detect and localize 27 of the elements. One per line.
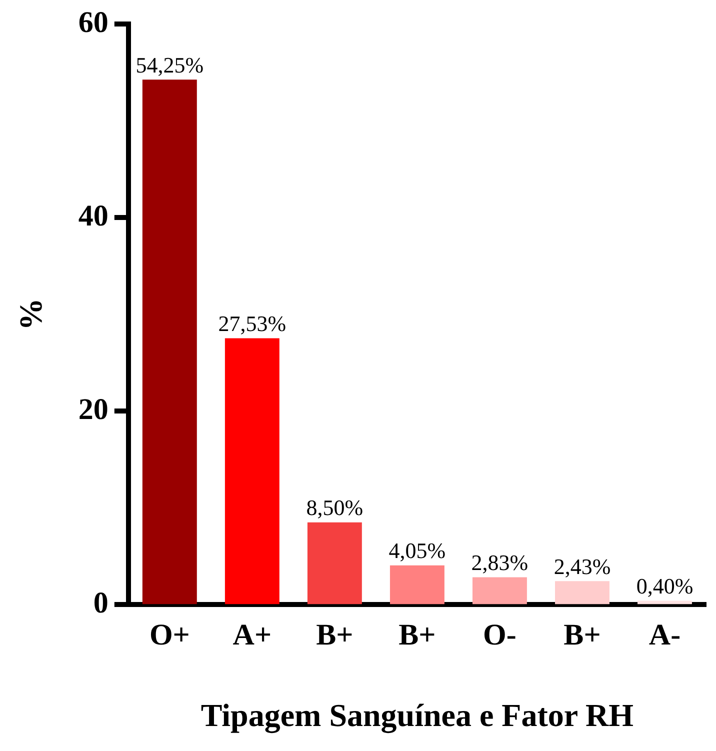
y-tick-label: 40 [78,199,108,232]
data-label: 0,40% [636,574,694,599]
x-tick-label: B+ [316,618,354,652]
bar [555,581,610,604]
y-tick-label: 0 [93,586,108,620]
bar [307,522,362,604]
x-tick-label: O+ [149,618,190,652]
x-tick-label: A- [648,618,681,652]
x-tick-label: A+ [232,618,272,652]
y-tick-label: 60 [78,6,108,39]
data-label: 4,05% [388,538,446,564]
x-tick-label: B+ [398,618,436,652]
bar [390,565,444,604]
x-axis-title: Tipagem Sanguínea e Fator RH [200,697,634,734]
bar [142,80,197,604]
data-label: 2,83% [471,550,528,575]
data-label: 8,50% [306,495,364,520]
data-label: 54,25% [136,52,204,78]
x-tick-label: B+ [564,618,601,652]
data-label: 2,43% [554,554,611,579]
bar [472,577,527,604]
y-axis-title: % [12,298,48,330]
x-tick-label: O- [483,618,516,652]
y-tick-label: 20 [78,392,108,426]
bar [638,600,692,604]
bar [224,338,280,604]
data-label: 27,53% [218,310,286,336]
